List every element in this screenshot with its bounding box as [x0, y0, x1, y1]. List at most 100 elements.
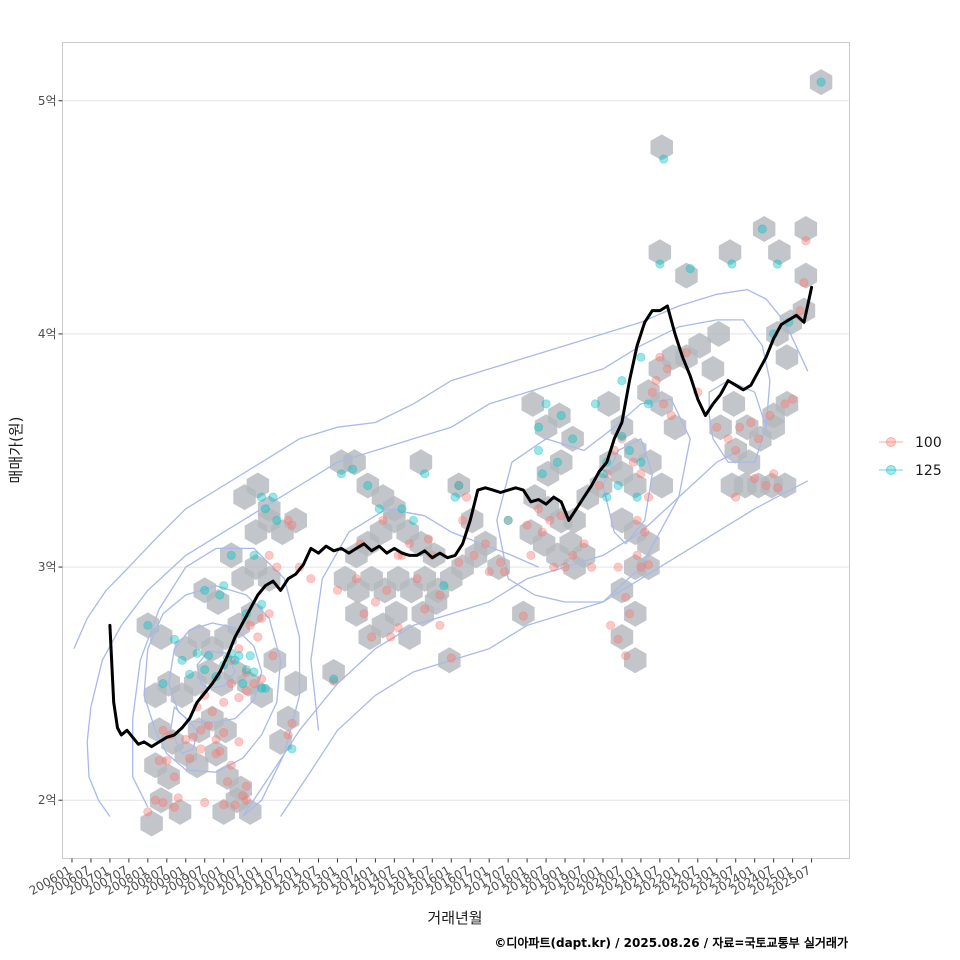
data-point-125: [420, 469, 430, 479]
hexbin-cell: [250, 682, 273, 709]
hexbin-cell: [610, 624, 634, 650]
hexbin-cell: [624, 600, 647, 627]
hexbin-cell: [149, 787, 173, 814]
hexbin-cell: [650, 134, 673, 161]
x-axis-title: 거래년월: [427, 909, 482, 927]
data-point-100: [196, 725, 206, 735]
y-tick-label: 5억: [38, 94, 57, 108]
hexbin-cell: [597, 390, 620, 417]
data-point-125: [632, 492, 642, 502]
data-point-100: [567, 550, 578, 561]
hexbin-cell: [322, 659, 345, 685]
data-point-100: [272, 562, 282, 572]
data-point-125: [249, 667, 259, 677]
hexbin-cell: [276, 705, 300, 732]
hexbin-cell: [174, 740, 197, 767]
data-point-100: [234, 737, 244, 747]
legend-label-125: 125: [915, 463, 942, 479]
hexbin-layer: [136, 69, 833, 837]
data-point-125: [177, 655, 187, 665]
data-point-125: [613, 480, 623, 491]
data-point-100: [621, 592, 631, 603]
hexbin-cell: [663, 414, 687, 441]
data-point-100: [799, 277, 809, 288]
data-point-125: [347, 464, 358, 474]
data-point-100: [613, 634, 623, 644]
data-point-100: [226, 655, 236, 665]
hexbin-cell: [768, 239, 791, 266]
data-point-125: [169, 634, 179, 644]
data-point-100: [495, 557, 506, 568]
data-point-100: [457, 515, 468, 526]
density-contour-line: [310, 508, 539, 731]
legend-label-100: 100: [915, 435, 942, 451]
data-point-100: [222, 776, 233, 787]
data-point-125: [245, 651, 255, 661]
data-point-100: [579, 539, 589, 549]
data-point-100: [647, 387, 657, 397]
data-point-125: [219, 581, 229, 591]
data-point-100: [624, 609, 635, 619]
data-point-100: [378, 515, 388, 526]
density-contour-line: [496, 398, 691, 603]
data-point-125: [533, 445, 544, 456]
data-point-125: [241, 665, 251, 675]
data-point-125: [260, 683, 270, 693]
data-point-100: [768, 469, 779, 479]
data-point-100: [545, 515, 555, 526]
hexbin-cell: [548, 402, 571, 429]
data-point-125: [143, 620, 153, 631]
density-contour-line: [132, 547, 301, 817]
data-point-100: [640, 527, 650, 537]
data-point-125: [685, 263, 695, 274]
data-point-100: [723, 434, 733, 444]
data-point-100: [306, 574, 316, 584]
hexbin-cell: [624, 472, 647, 499]
hexbin-cell: [650, 472, 673, 499]
hexbin-cell: [257, 495, 281, 522]
data-point-100: [366, 632, 377, 642]
data-point-125: [200, 665, 210, 675]
data-point-100: [787, 394, 798, 404]
data-point-125: [256, 599, 267, 610]
density-contour-line: [280, 480, 809, 817]
data-point-125: [268, 492, 278, 502]
data-point-125: [772, 259, 783, 269]
hexbin-cell: [204, 740, 228, 767]
hexbin-cell: [637, 530, 660, 557]
data-point-100: [203, 720, 214, 731]
hexbin-cell: [168, 798, 192, 825]
data-point-100: [643, 560, 654, 570]
trend-line-layer: [108, 285, 814, 749]
data-point-100: [393, 623, 403, 633]
hexbin-cell: [246, 472, 270, 499]
data-point-100: [226, 760, 236, 770]
data-point-100: [185, 753, 195, 763]
data-point-100: [234, 692, 244, 703]
hexbin-cell: [752, 216, 776, 242]
hexbin-cell: [140, 810, 163, 837]
data-point-125: [203, 651, 214, 661]
data-point-125: [537, 469, 547, 479]
y-tick-label: 3억: [38, 560, 57, 574]
hexbin-cell: [521, 390, 545, 417]
hexbin-cell: [650, 390, 673, 417]
data-point-100: [169, 772, 179, 782]
data-point-100: [518, 611, 528, 621]
data-point-100: [461, 492, 471, 502]
data-point-100: [158, 725, 168, 735]
data-point-100: [264, 609, 274, 619]
data-point-125: [329, 674, 339, 684]
data-point-125: [234, 651, 244, 661]
data-point-100: [283, 515, 293, 526]
data-point-100: [750, 473, 760, 484]
trend-line: [108, 285, 814, 749]
y-tick-label: 2억: [38, 793, 57, 807]
density-contour-line: [168, 622, 263, 724]
data-point-100: [188, 732, 198, 742]
data-point-100: [158, 797, 168, 808]
data-point-125: [336, 469, 346, 479]
data-point-100: [283, 730, 293, 740]
hexbin-cell: [709, 414, 732, 441]
y-tick-label: 4억: [38, 327, 57, 341]
